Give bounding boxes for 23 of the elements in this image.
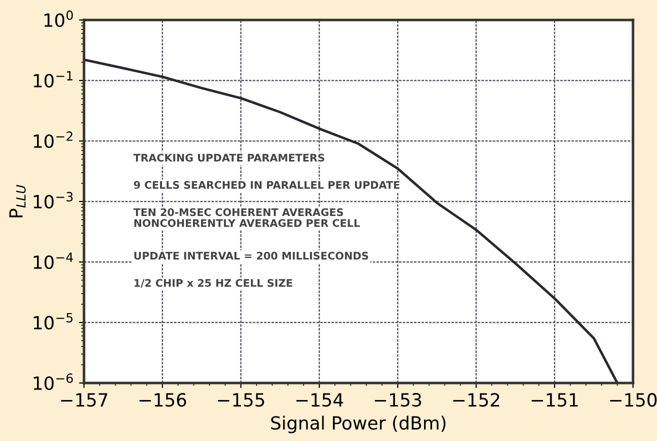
y-tick-label: 10$^{−6}$ — [34, 373, 73, 390]
y-tick-label: 10$^{−1}$ — [34, 71, 72, 88]
annotation: TRACKING UPDATE PARAMETERS — [133, 154, 324, 162]
x-tick-label: −155 — [218, 393, 264, 407]
y-tick-label: 10$^{0}$ — [44, 10, 73, 27]
y-tick-label: 10$^{−2}$ — [34, 131, 72, 148]
x-tick-label: −157 — [61, 393, 108, 407]
y-tick-label: 10$^{−5}$ — [34, 313, 73, 330]
x-tick-label: −154 — [296, 393, 344, 407]
annotation: 9 CELLS SEARCHED IN PARALLEL PER UPDATE — [134, 180, 400, 189]
line-series — [84, 58, 619, 383]
x-tick-label: −152 — [453, 393, 500, 407]
x-tick-label: −156 — [140, 393, 186, 407]
x-axis-title: Signal Power (dBm) — [271, 416, 446, 434]
y-tick-label: 10$^{−3}$ — [34, 192, 73, 208]
x-tick-label: −151 — [532, 393, 578, 407]
annotation: UPDATE INTERVAL = 200 MILLISECONDS — [134, 252, 368, 260]
y-tick-label: 10$^{−4}$ — [34, 252, 73, 269]
y-axis-title: P$_{LLU}$ — [9, 184, 26, 218]
annotation: 1/2 CHIP x 25 HZ CELL SIZE — [134, 279, 292, 288]
x-tick-label: −150 — [610, 393, 657, 407]
annotation: TEN 20-MSEC COHERENT AVERAGES NONCOHERENTLY AVERAGED PER CELL — [133, 208, 360, 227]
x-tick-label: −153 — [374, 393, 422, 407]
